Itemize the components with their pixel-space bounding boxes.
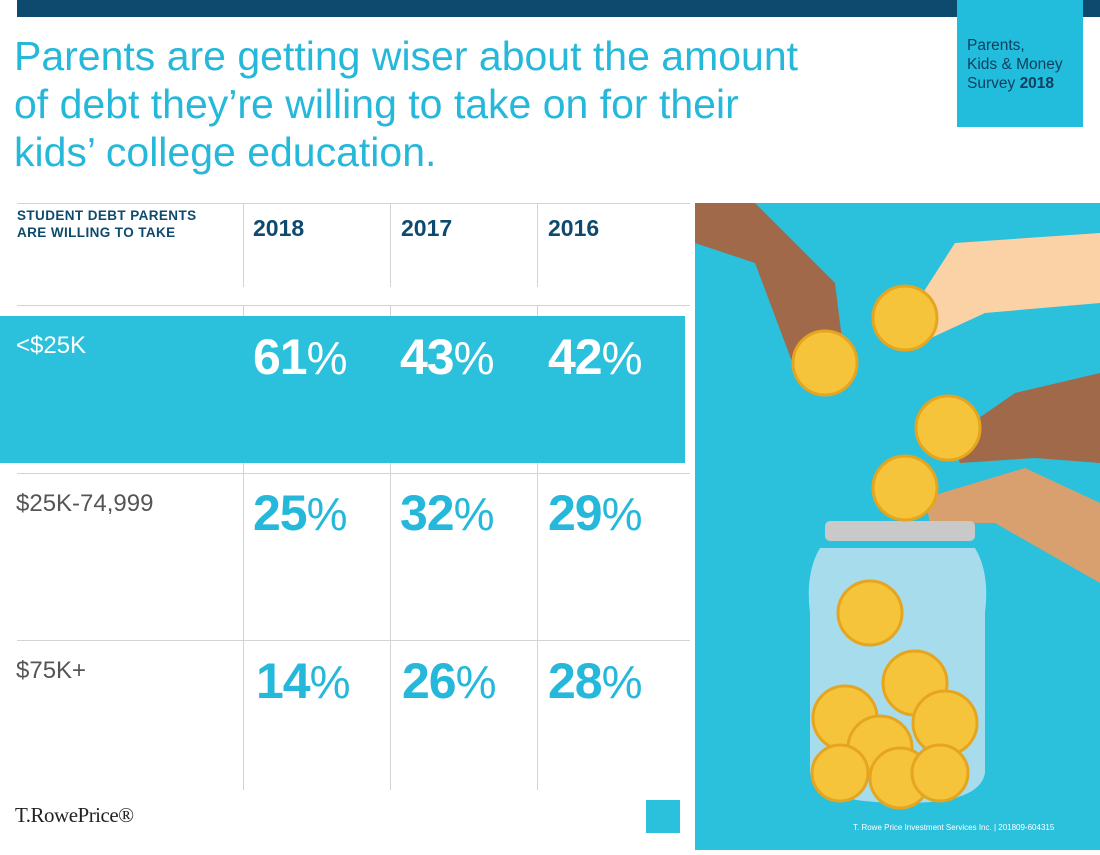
unit: % bbox=[309, 656, 351, 708]
value: 43 bbox=[400, 329, 455, 385]
unit: % bbox=[601, 488, 643, 540]
value: 26 bbox=[402, 653, 457, 709]
bighorn-logo-icon bbox=[646, 800, 680, 833]
survey-badge: Parents, Kids & Money Survey 2018 bbox=[957, 0, 1083, 127]
unit: % bbox=[453, 332, 495, 384]
hand-icon bbox=[910, 233, 1100, 343]
value-cell: 28% bbox=[548, 652, 643, 710]
unit: % bbox=[306, 488, 348, 540]
value: 42 bbox=[548, 329, 603, 385]
value-cell: 32% bbox=[400, 484, 495, 542]
unit: % bbox=[455, 656, 497, 708]
year-2017: 2017 bbox=[401, 215, 453, 241]
year-2016: 2016 bbox=[548, 215, 600, 241]
value-cell: 29% bbox=[548, 484, 643, 542]
divider bbox=[390, 305, 391, 790]
hand-icon bbox=[950, 373, 1100, 463]
value: 29 bbox=[548, 485, 603, 541]
jar-lid-icon bbox=[825, 521, 975, 541]
value: 32 bbox=[400, 485, 455, 541]
coin-icons bbox=[791, 284, 982, 810]
row-label: <$25K bbox=[16, 332, 87, 359]
column-header-label: STUDENT DEBT PARENTS ARE WILLING TO TAKE bbox=[17, 207, 197, 241]
badge-year: 2018 bbox=[1019, 75, 1055, 92]
divider bbox=[17, 640, 690, 641]
page-title: Parents are getting wiser about the amou… bbox=[14, 33, 799, 175]
hand-icon bbox=[925, 468, 1100, 583]
divider bbox=[243, 305, 244, 790]
value-cell: 14% bbox=[256, 652, 351, 710]
unit: % bbox=[306, 332, 348, 384]
top-bar bbox=[17, 0, 1100, 17]
header-line: ARE WILLING TO TAKE bbox=[17, 225, 176, 240]
divider bbox=[537, 305, 538, 790]
badge-survey: Survey bbox=[967, 75, 1016, 92]
unit: % bbox=[601, 656, 643, 708]
value-cell: 43% bbox=[400, 328, 495, 386]
unit: % bbox=[453, 488, 495, 540]
badge-line: Kids & Money bbox=[967, 56, 1063, 73]
divider bbox=[17, 473, 690, 474]
divider bbox=[243, 203, 244, 287]
header-line: STUDENT DEBT PARENTS bbox=[17, 208, 197, 223]
year-2018: 2018 bbox=[253, 215, 305, 241]
value-cell: 26% bbox=[402, 652, 497, 710]
value-cell: 25% bbox=[253, 484, 348, 542]
divider bbox=[537, 203, 538, 287]
unit: % bbox=[601, 332, 643, 384]
value: 28 bbox=[548, 653, 603, 709]
disclaimer: T. Rowe Price Investment Services Inc. |… bbox=[853, 823, 1055, 832]
illustration-panel bbox=[695, 203, 1100, 850]
row-label: $25K-74,999 bbox=[16, 490, 154, 517]
value-cell: 42% bbox=[548, 328, 643, 386]
piggy-jar-illustration bbox=[695, 203, 1100, 810]
badge-line: Survey 2018 bbox=[967, 74, 1083, 93]
divider bbox=[390, 203, 391, 287]
value: 61 bbox=[253, 329, 308, 385]
value-cell: 61% bbox=[253, 328, 348, 386]
highlight-row-bg bbox=[0, 316, 685, 463]
value: 25 bbox=[253, 485, 308, 541]
divider bbox=[17, 305, 690, 306]
badge-line: Parents, bbox=[967, 37, 1025, 54]
value: 14 bbox=[256, 653, 311, 709]
trowe-price-logo: T.RowePrice® bbox=[15, 803, 134, 827]
divider bbox=[17, 203, 690, 204]
row-label: $75K+ bbox=[16, 657, 87, 684]
